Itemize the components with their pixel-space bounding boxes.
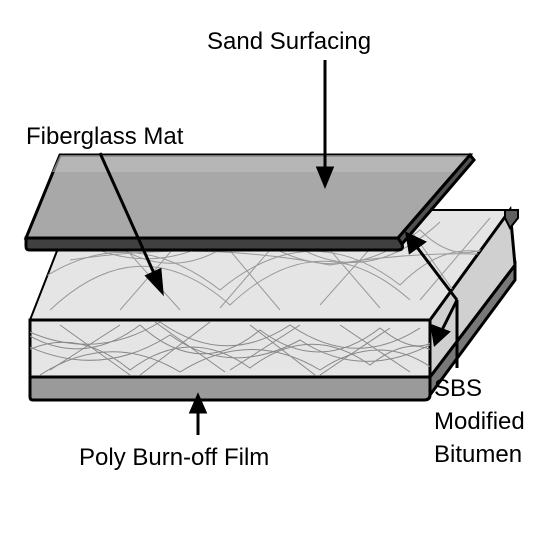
sand-front-edge — [26, 238, 403, 250]
label-sand-surfacing: Sand Surfacing — [207, 28, 371, 56]
label-sbs-line3: Bitumen — [434, 441, 522, 469]
sbs-bottom-front — [30, 377, 430, 400]
label-fiberglass: Fiberglass Mat — [26, 123, 183, 151]
label-sbs-line2: Modified — [434, 408, 525, 436]
label-sbs-line1: SBS — [434, 375, 482, 403]
sand-top-highlight — [52, 155, 470, 172]
label-poly-burnoff: Poly Burn-off Film — [79, 444, 269, 472]
